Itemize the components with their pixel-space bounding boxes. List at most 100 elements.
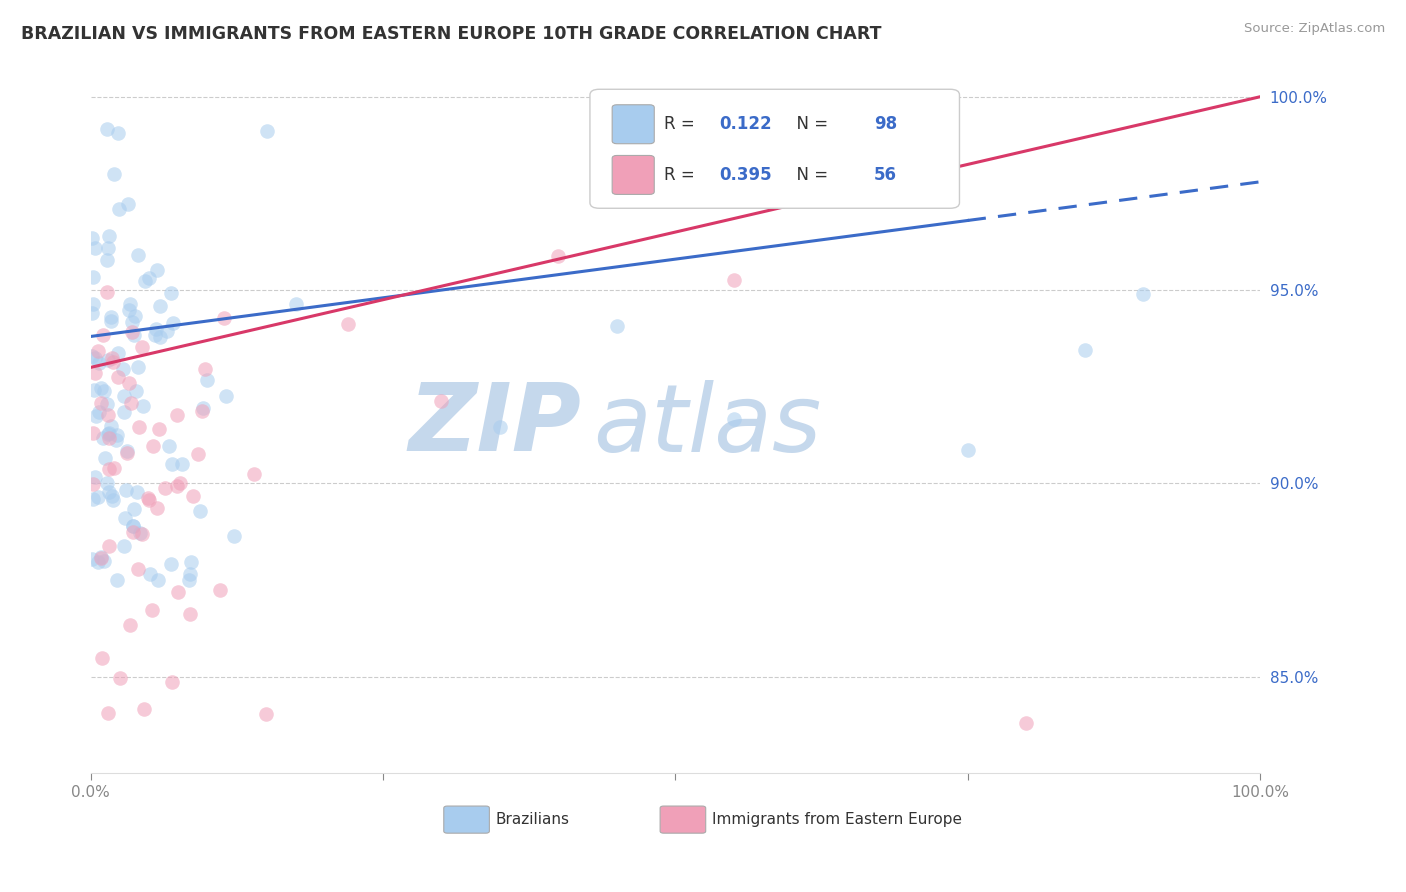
Point — [222, 529, 245, 543]
Point — [191, 401, 214, 415]
Point — [101, 355, 124, 369]
Point — [430, 394, 453, 409]
Point — [101, 351, 124, 365]
Point — [139, 567, 162, 582]
Text: BRAZILIAN VS IMMIGRANTS FROM EASTERN EUROPE 10TH GRADE CORRELATION CHART: BRAZILIAN VS IMMIGRANTS FROM EASTERN EUR… — [21, 25, 882, 43]
Point — [143, 328, 166, 343]
Point — [97, 352, 120, 367]
Point — [209, 582, 232, 597]
Point — [132, 399, 155, 413]
Point — [118, 302, 141, 317]
Point — [97, 462, 120, 476]
Point — [159, 285, 181, 300]
Point — [105, 427, 128, 442]
Point — [87, 555, 110, 569]
Point — [96, 426, 118, 441]
Point — [115, 443, 138, 458]
Point — [146, 573, 169, 587]
Point — [90, 549, 112, 564]
Point — [91, 431, 114, 445]
Point — [82, 231, 104, 245]
Point — [723, 411, 745, 425]
Text: Immigrants from Eastern Europe: Immigrants from Eastern Europe — [711, 812, 962, 827]
Point — [160, 557, 183, 571]
Point — [128, 419, 150, 434]
FancyBboxPatch shape — [659, 806, 706, 833]
Point — [121, 325, 143, 339]
Point — [212, 310, 235, 325]
Point — [83, 383, 105, 397]
Point — [97, 706, 120, 721]
Point — [93, 554, 115, 568]
Point — [606, 319, 628, 334]
Point — [96, 397, 118, 411]
Point — [122, 502, 145, 516]
FancyBboxPatch shape — [444, 806, 489, 833]
Point — [96, 121, 118, 136]
Point — [90, 551, 112, 566]
Point — [160, 675, 183, 690]
Point — [125, 484, 148, 499]
Point — [98, 425, 121, 440]
Point — [101, 489, 124, 503]
Point — [115, 446, 138, 460]
Point — [82, 426, 104, 441]
Point — [112, 539, 135, 553]
Point — [97, 408, 120, 422]
Point — [127, 562, 149, 576]
Point — [127, 248, 149, 262]
Point — [91, 650, 114, 665]
Point — [254, 706, 277, 721]
Point — [177, 573, 200, 587]
Point — [285, 297, 308, 311]
Point — [107, 370, 129, 384]
Point — [82, 476, 104, 491]
Point — [90, 396, 112, 410]
Point — [84, 351, 107, 366]
Text: ZIP: ZIP — [409, 379, 582, 471]
Point — [96, 285, 118, 300]
Point — [96, 252, 118, 267]
Point — [80, 551, 103, 566]
Point — [82, 492, 104, 507]
FancyBboxPatch shape — [612, 155, 654, 194]
Point — [180, 555, 202, 569]
Point — [162, 316, 184, 330]
Point — [122, 525, 145, 540]
Point — [94, 450, 117, 465]
Point — [83, 367, 105, 381]
Point — [98, 229, 121, 244]
Text: 0.395: 0.395 — [720, 166, 772, 184]
Point — [336, 317, 359, 331]
Text: Brazilians: Brazilians — [495, 812, 569, 827]
Point — [124, 310, 146, 324]
Point — [103, 167, 125, 181]
Point — [115, 483, 138, 497]
Point — [82, 269, 104, 284]
Point — [97, 431, 120, 445]
Point — [117, 196, 139, 211]
Point — [84, 409, 107, 424]
Point — [146, 501, 169, 516]
Point — [90, 381, 112, 395]
Point — [121, 315, 143, 329]
Point — [108, 671, 131, 685]
Point — [136, 491, 159, 505]
Point — [114, 511, 136, 525]
Point — [141, 603, 163, 617]
Point — [100, 419, 122, 434]
Point — [145, 321, 167, 335]
Point — [187, 447, 209, 461]
Point — [149, 299, 172, 313]
Point — [107, 126, 129, 140]
Point — [170, 457, 193, 471]
Point — [166, 478, 188, 492]
Point — [194, 362, 217, 376]
Point — [547, 250, 569, 264]
Point — [120, 395, 142, 409]
Point — [142, 439, 165, 453]
Text: 56: 56 — [875, 166, 897, 184]
Text: Source: ZipAtlas.com: Source: ZipAtlas.com — [1244, 22, 1385, 36]
Point — [148, 422, 170, 436]
Point — [122, 518, 145, 533]
